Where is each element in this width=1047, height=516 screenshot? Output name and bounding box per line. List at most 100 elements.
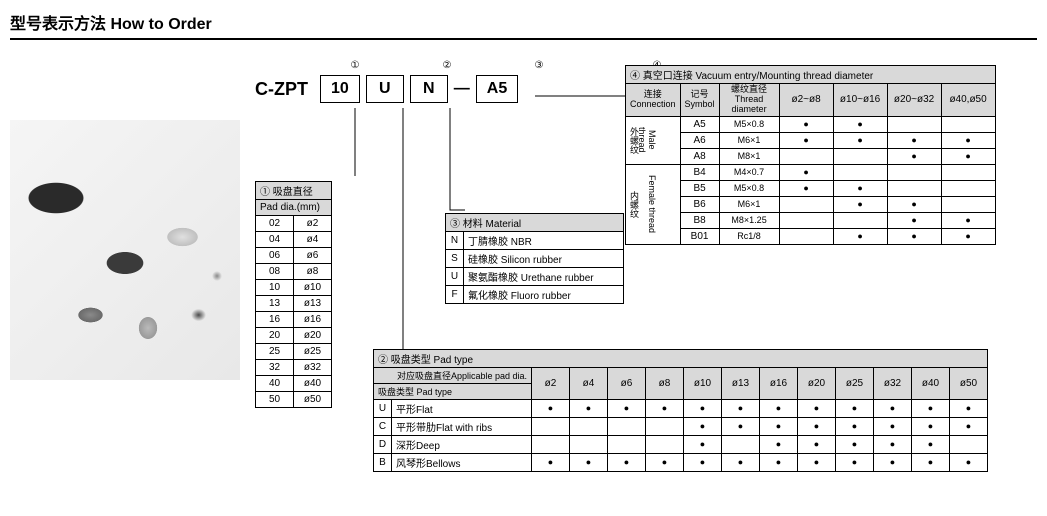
vacuum-cell: [941, 132, 995, 148]
material-symbol: U: [446, 268, 464, 286]
pad-type-name: 深形Deep: [392, 436, 532, 454]
vacuum-sym: A6: [680, 132, 719, 148]
material-table: ③ 材料 Material N丁腈橡胶 NBRS硅橡胶 Silicon rubb…: [445, 213, 624, 304]
vacuum-cell: [833, 164, 887, 180]
vacuum-cell: [887, 196, 941, 212]
order-prefix: C-ZPT: [255, 79, 308, 100]
pad-type-cell: [912, 454, 950, 472]
vacuum-cell: [779, 180, 833, 196]
pad-type-cell: [646, 418, 684, 436]
pad-type-sym: U: [374, 400, 392, 418]
slot-box-1: 10: [320, 75, 360, 103]
slot-box-4: A5: [476, 75, 518, 103]
vacuum-col: ø40,ø50: [941, 84, 995, 117]
pad-type-col: ø4: [570, 368, 608, 400]
pad-type-cell: [684, 418, 722, 436]
pad-type-cell: [532, 454, 570, 472]
material-symbol: F: [446, 286, 464, 304]
vacuum-cell: [779, 132, 833, 148]
material-name: 氟化橡胶 Fluoro rubber: [464, 286, 624, 304]
slot-num-2: ②: [427, 60, 467, 71]
pad-type-name: 平形Flat: [392, 400, 532, 418]
pad-dia-cell: ø20: [294, 328, 332, 344]
pad-type-cell: [684, 436, 722, 454]
vacuum-cell: [941, 180, 995, 196]
pad-type-cell: [608, 454, 646, 472]
vacuum-cell: [887, 180, 941, 196]
pad-type-name: 风琴形Bellows: [392, 454, 532, 472]
vacuum-sym: B01: [680, 228, 719, 244]
pad-dia-cell: 04: [256, 232, 294, 248]
material-title: ③ 材料 Material: [446, 214, 624, 232]
pad-type-cell: [608, 400, 646, 418]
vacuum-cell: [833, 132, 887, 148]
pad-type-cell: [874, 400, 912, 418]
pad-dia-cell: 50: [256, 392, 294, 408]
pad-type-cell: [532, 400, 570, 418]
pad-type-cell: [798, 418, 836, 436]
pad-type-cell: [874, 454, 912, 472]
pad-type-colhdr: 对应吸盘直径Applicable pad dia.: [374, 368, 532, 384]
vacuum-thread: Rc1/8: [719, 228, 779, 244]
pad-type-col: ø6: [608, 368, 646, 400]
pad-type-cell: [950, 418, 988, 436]
vacuum-group: 内螺纹Female thread: [626, 164, 681, 244]
material-symbol: N: [446, 232, 464, 250]
pad-dia-cell: 32: [256, 360, 294, 376]
material-name: 聚氨酯橡胶 Urethane rubber: [464, 268, 624, 286]
pad-type-cell: [646, 436, 684, 454]
pad-type-cell: [532, 436, 570, 454]
pad-dia-cell: ø40: [294, 376, 332, 392]
vacuum-cell: [941, 212, 995, 228]
pad-type-cell: [532, 418, 570, 436]
page-title: 型号表示方法 How to Order: [10, 10, 1037, 40]
pad-type-cell: [760, 400, 798, 418]
vacuum-cell: [833, 116, 887, 132]
pad-dia-cell: ø50: [294, 392, 332, 408]
pad-type-cell: [874, 436, 912, 454]
pad-dia-cell: ø4: [294, 232, 332, 248]
pad-type-cell: [722, 400, 760, 418]
pad-dia-table: ① 吸盘直径 Pad dia.(mm) 02ø204ø406ø608ø810ø1…: [255, 181, 332, 408]
pad-type-sym: D: [374, 436, 392, 454]
vacuum-group: 外螺纹Male thread: [626, 116, 681, 164]
pad-type-cell: [684, 400, 722, 418]
pad-dia-cell: ø13: [294, 296, 332, 312]
pad-dia-cell: 10: [256, 280, 294, 296]
vacuum-thread: M5×0.8: [719, 116, 779, 132]
slot-num-1: ①: [335, 60, 375, 71]
product-image: [10, 120, 240, 380]
pad-type-cell: [836, 454, 874, 472]
vacuum-cell: [833, 228, 887, 244]
pad-type-sym: C: [374, 418, 392, 436]
pad-type-cell: [836, 436, 874, 454]
pad-type-cell: [798, 454, 836, 472]
vacuum-cell: [887, 228, 941, 244]
vacuum-cell: [833, 180, 887, 196]
pad-dia-cell: 08: [256, 264, 294, 280]
slot-box-2: U: [366, 75, 404, 103]
pad-dia-cell: ø32: [294, 360, 332, 376]
pad-type-cell: [760, 454, 798, 472]
pad-type-title: ② 吸盘类型 Pad type: [374, 350, 988, 368]
pad-dia-cell: 25: [256, 344, 294, 360]
vacuum-cell: [941, 148, 995, 164]
slot-box-3: N: [410, 75, 448, 103]
pad-type-cell: [874, 418, 912, 436]
pad-type-cell: [836, 418, 874, 436]
pad-type-cell: [798, 436, 836, 454]
pad-type-cell: [722, 418, 760, 436]
vacuum-cell: [833, 196, 887, 212]
vacuum-cell: [779, 148, 833, 164]
vacuum-cell: [887, 132, 941, 148]
vacuum-col: ø20~ø32: [887, 84, 941, 117]
pad-dia-cell: ø10: [294, 280, 332, 296]
vacuum-cell: [779, 228, 833, 244]
vacuum-thread: M8×1.25: [719, 212, 779, 228]
material-symbol: S: [446, 250, 464, 268]
pad-type-cell: [798, 400, 836, 418]
pad-dia-cell: 20: [256, 328, 294, 344]
pad-dia-cell: ø8: [294, 264, 332, 280]
vacuum-cell: [941, 228, 995, 244]
vacuum-hdr-sym: 记号Symbol: [680, 84, 719, 117]
